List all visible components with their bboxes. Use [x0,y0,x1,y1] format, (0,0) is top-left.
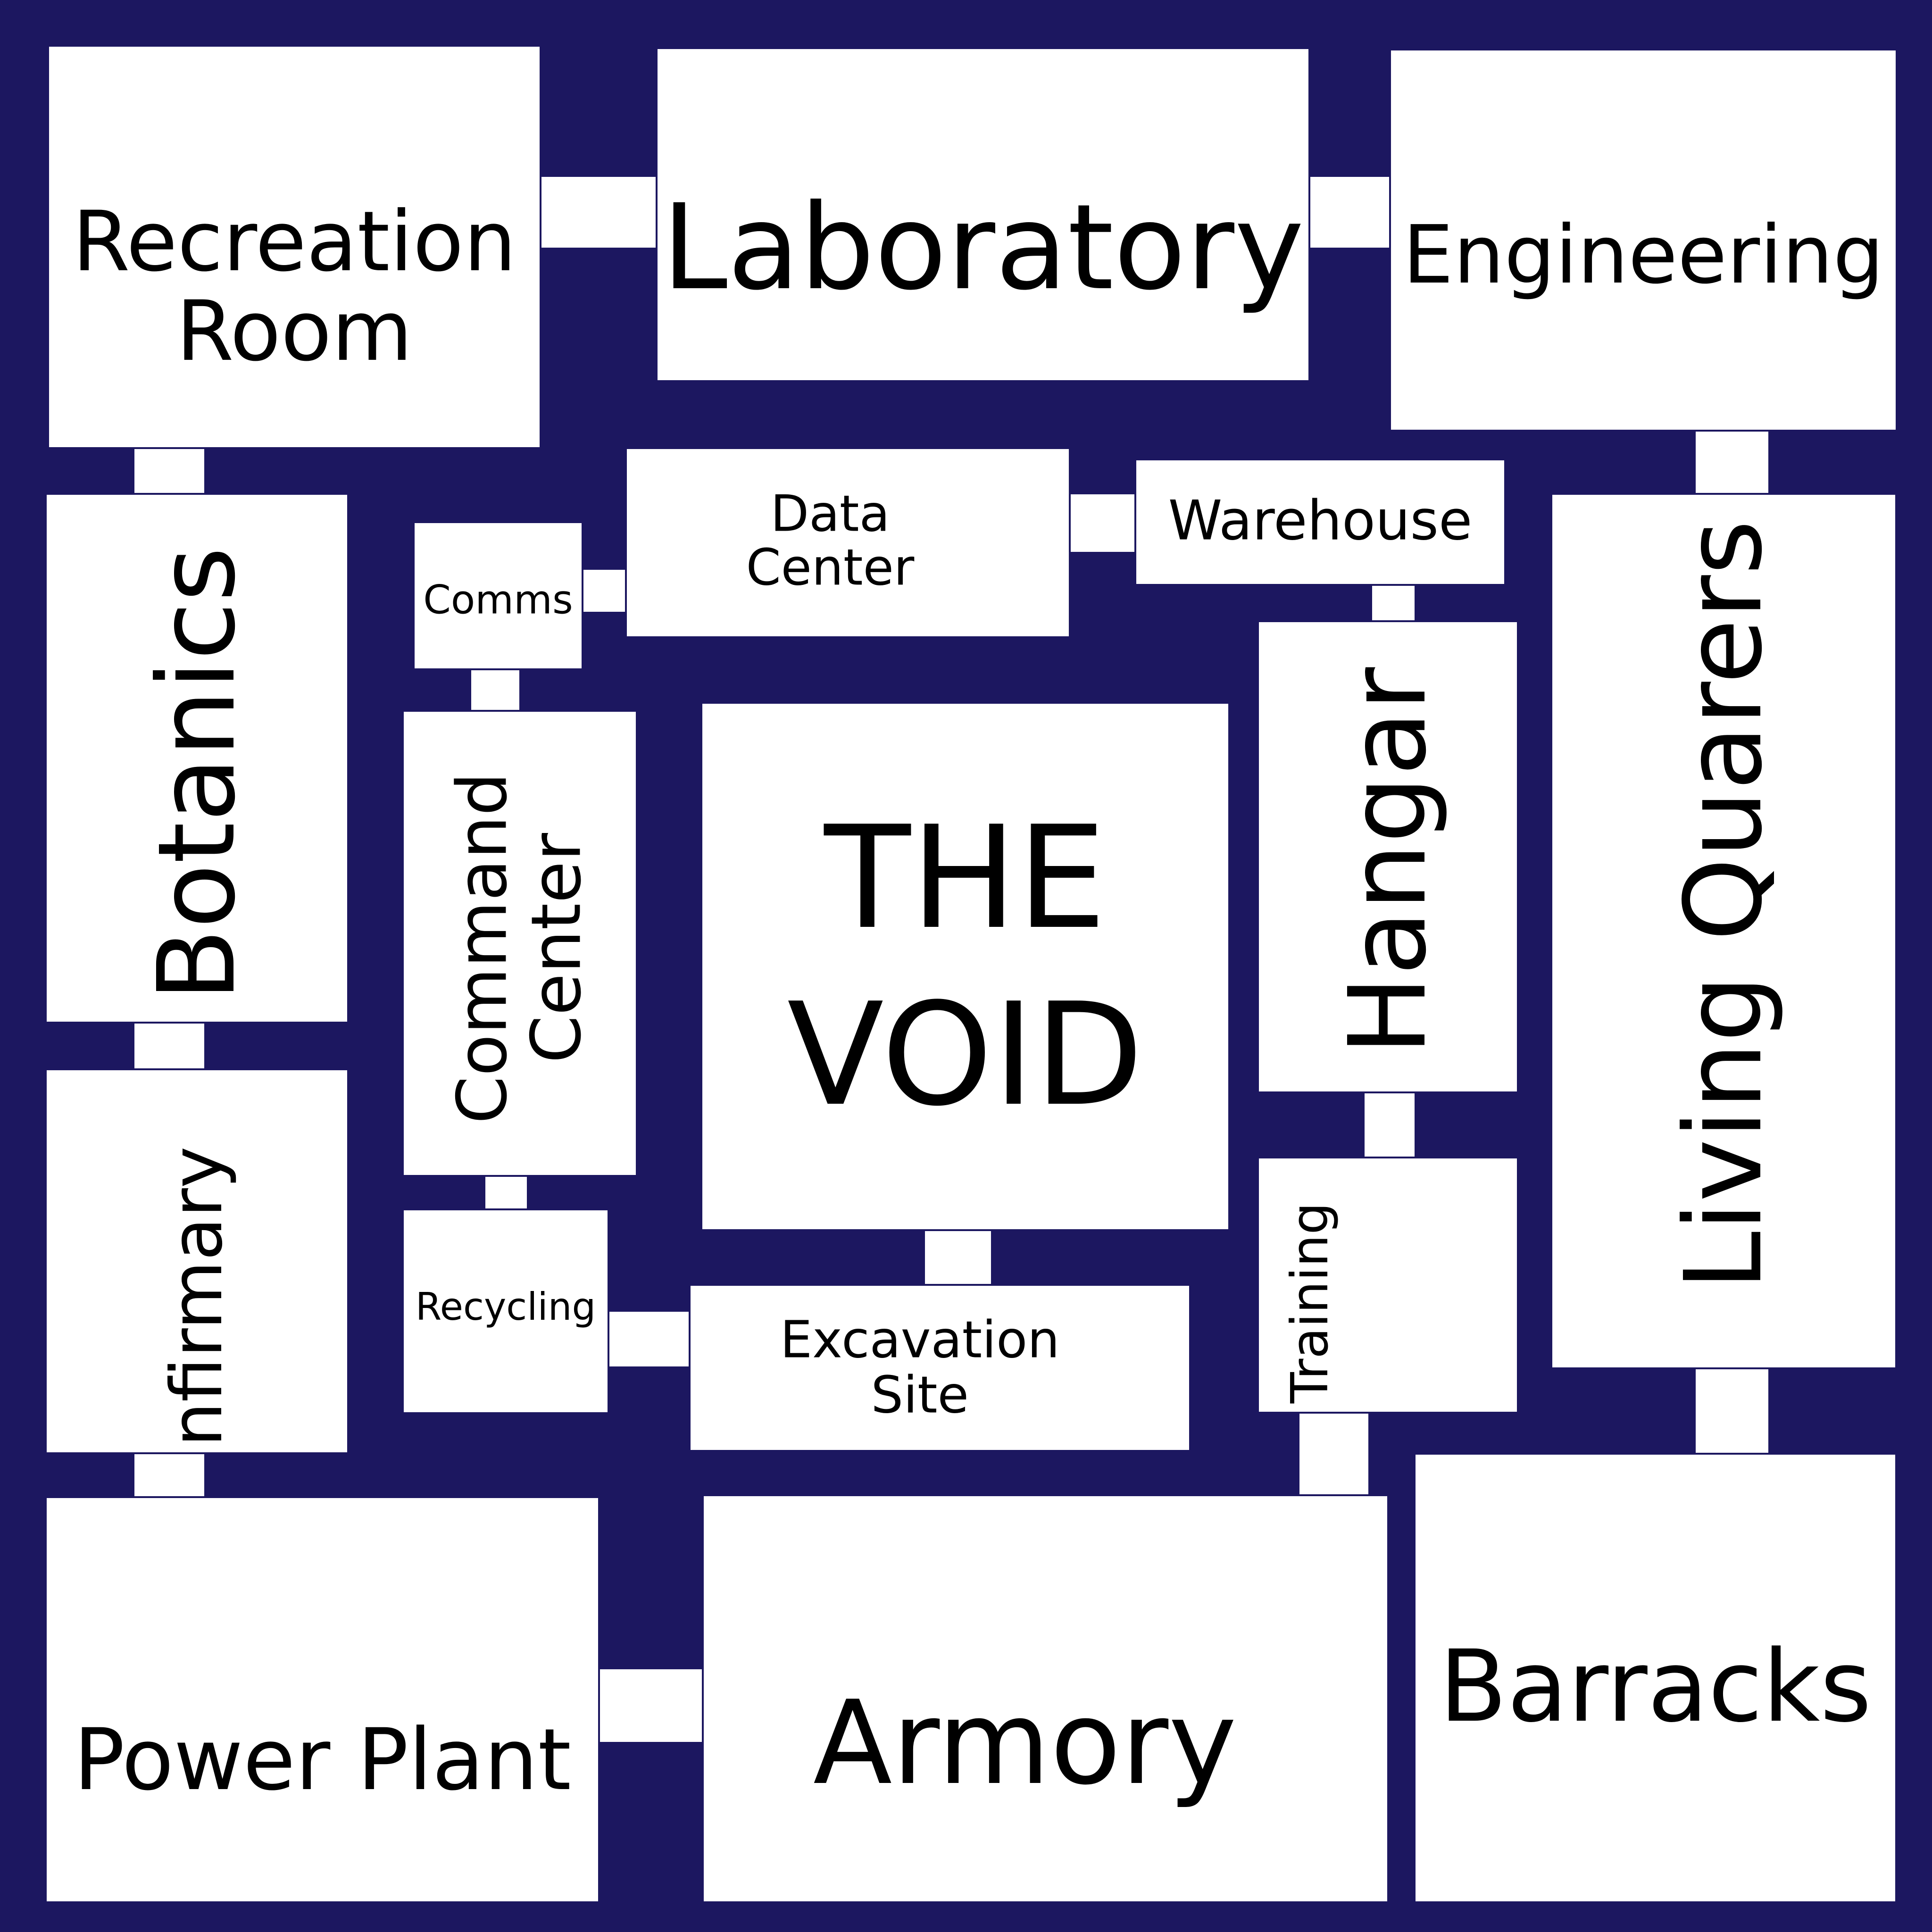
corridor-botanics-infirmary [133,1021,206,1073]
room-label-command-center-line-2: Center [516,833,596,1063]
room-excavation-site: Excavation Site [689,1284,1191,1452]
room-label-excavation-site: Excavation Site [780,1313,1060,1423]
room-the-void: THE VOID [700,702,1230,1231]
room-hangar: Hangar [1257,620,1519,1093]
corridor-laboratory-engineering [1307,175,1396,249]
room-power-plant: Power Plant [45,1496,600,1903]
corridor-engineering-living-quarters [1694,429,1770,495]
room-armory: Armory [702,1494,1389,1903]
corridor-living-quarters-barracks [1694,1366,1770,1458]
room-label-living-quarters: Living Quarers [1662,519,1786,1291]
room-label-barracks: Barracks [1439,1629,1872,1745]
room-label-laboratory: Laboratory [662,179,1304,316]
corridor-recreation-laboratory [538,175,660,249]
room-warehouse: Warehouse [1134,458,1506,586]
corridor-training-armory [1298,1410,1370,1498]
room-label-data-center-line-2: Center [746,538,915,597]
corridor-void-excavation [924,1226,992,1291]
room-recreation-room: Recreation Room [47,45,541,449]
corridor-comms-data-center [580,568,630,613]
room-label-botanics: Botanics [135,546,259,1002]
corridor-recycling-excavation [606,1310,693,1368]
room-label-command-center: Command Center [442,772,596,1124]
room-label-recreation-room-line-2: Room [176,283,413,380]
room-label-command-center-line-1: Command [442,772,523,1124]
corridor-hangar-training [1363,1090,1416,1160]
room-label-excavation-site-line-1: Excavation [780,1310,1060,1370]
room-training: Training [1257,1157,1519,1414]
room-label-infirmary: Infirmary [156,1146,238,1454]
room-label-data-center-line-1: Data [770,484,890,543]
room-label-comms: Comms [423,576,573,623]
room-label-the-void-line-2: VOID [787,973,1144,1137]
corridor-power-plant-armory [597,1668,705,1743]
room-infirmary: Infirmary [45,1068,349,1454]
corridor-infirmary-power-plant [133,1451,206,1500]
room-label-hangar: Hangar [1326,667,1450,1056]
room-command-center: Command Center [402,710,638,1177]
room-label-engineering: Engineering [1403,208,1884,302]
room-label-recycling: Recycling [415,1285,596,1329]
corridor-comms-command-center [470,668,521,715]
room-label-armory: Armory [813,1675,1237,1810]
room-label-power-plant: Power Plant [74,1710,571,1809]
room-label-excavation-site-line-2: Site [871,1366,969,1424]
corridor-recreation-botanics [133,447,206,499]
room-barracks: Barracks [1414,1453,1897,1903]
room-label-warehouse: Warehouse [1168,489,1473,553]
room-laboratory: Laboratory [656,47,1310,382]
room-comms: Comms [413,521,583,670]
room-label-data-center: Data Center [746,484,915,597]
room-botanics: Botanics [45,493,349,1024]
room-label-the-void-line-1: THE [824,796,1107,960]
room-engineering: Engineering [1389,49,1898,432]
corridor-data-center-warehouse [1066,493,1139,553]
room-label-training: Training [1281,1202,1340,1404]
corridor-warehouse-hangar [1371,583,1416,625]
room-living-quarters: Living Quarers [1550,493,1897,1369]
room-recycling: Recycling [402,1208,609,1414]
room-label-the-void: THE VOID [787,790,1144,1143]
room-data-center: Data Center [625,447,1071,638]
room-label-recreation-room: Recreation Room [72,197,516,376]
room-label-recreation-room-line-1: Recreation [72,193,516,291]
